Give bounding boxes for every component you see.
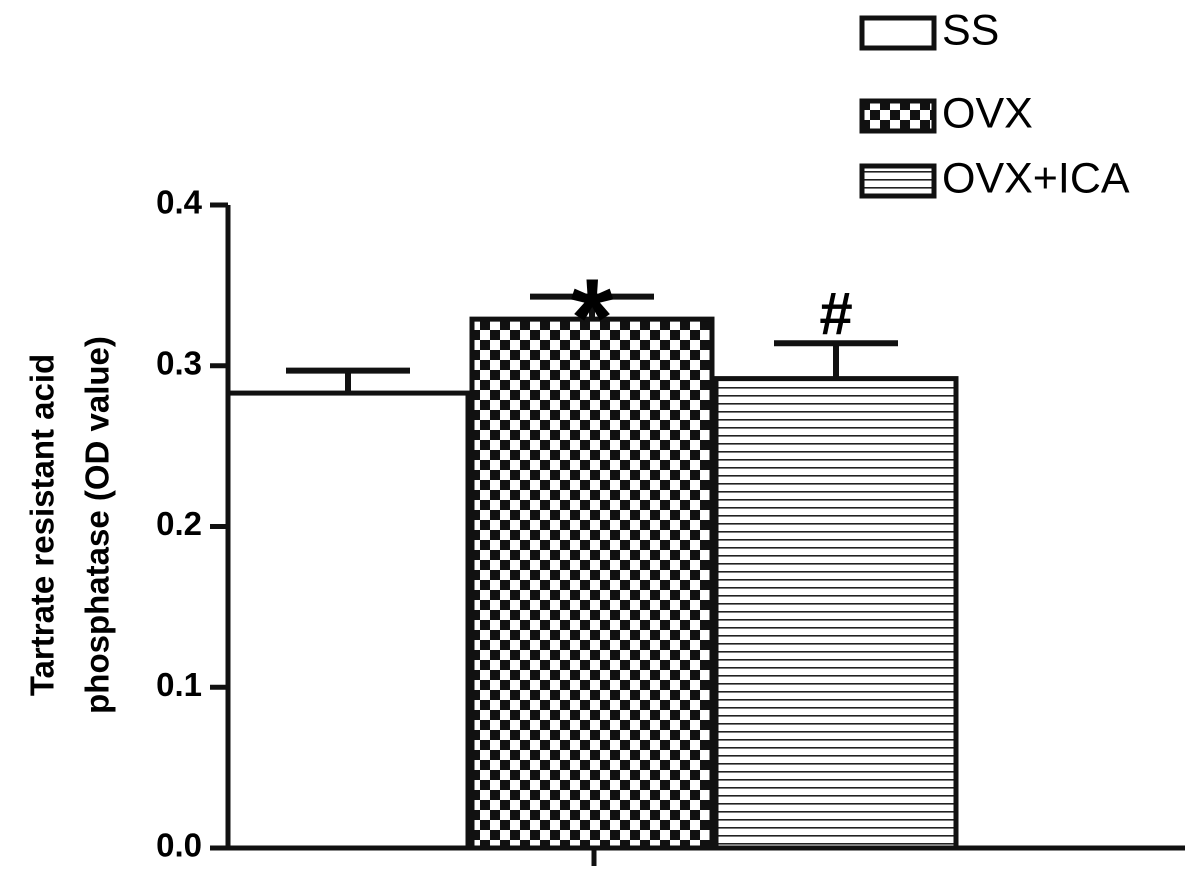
legend-swatch [859,163,937,199]
legend-swatch [859,15,937,51]
legend-swatch [859,98,937,134]
bar [225,390,471,851]
significance-label: # [819,280,852,347]
bar [469,316,715,851]
y-tick-label: 0.3 [156,344,202,381]
bar [713,376,959,851]
y-axis-label: Tartrate resistant acid [24,354,61,696]
legend-label: SS [942,6,999,54]
legend-label: OVX+ICA [942,154,1130,202]
significance-label: * [571,257,614,380]
legend-label: OVX [942,89,1033,137]
y-tick-label: 0.4 [156,184,203,221]
y-tick-label: 0.0 [156,827,202,864]
y-tick-label: 0.1 [156,666,202,703]
y-axis-label: phosphatase (OD value) [79,336,116,714]
y-tick-label: 0.2 [156,505,202,542]
